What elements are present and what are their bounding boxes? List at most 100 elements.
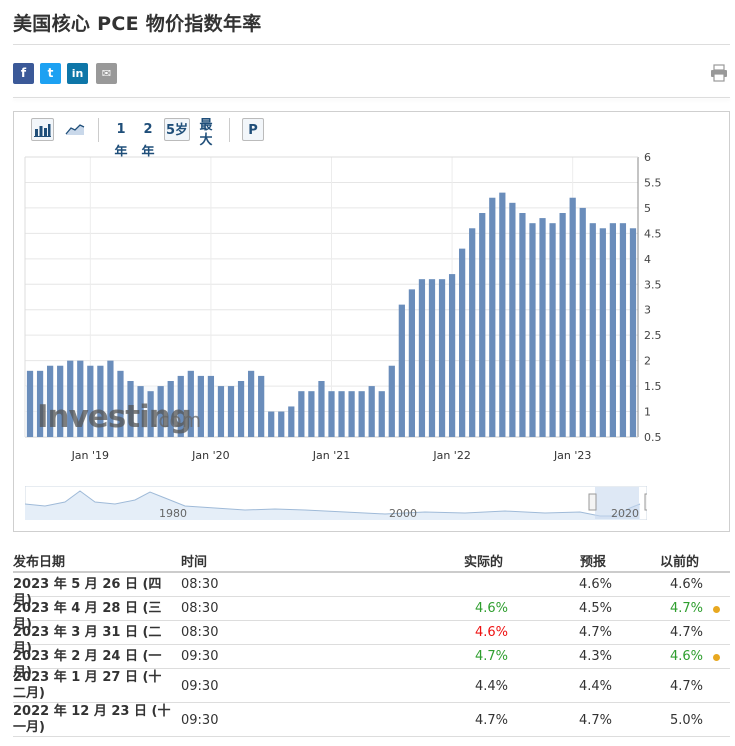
chart-bar[interactable] xyxy=(318,381,325,437)
chart-bar[interactable] xyxy=(77,360,84,437)
chart-bar[interactable] xyxy=(388,365,395,437)
chart-bar[interactable] xyxy=(107,360,114,437)
chart-bar[interactable] xyxy=(67,360,74,437)
navigator-handle[interactable] xyxy=(644,493,647,511)
chart-bar[interactable] xyxy=(428,279,436,437)
forecast-value: 4.6% xyxy=(579,577,613,592)
y-tick-label: 1 xyxy=(644,406,651,419)
chart-bar[interactable] xyxy=(559,213,566,437)
range-1y-button[interactable]: 1年 xyxy=(114,122,128,160)
header-previous: 以前的 xyxy=(660,555,700,570)
chart-bar[interactable] xyxy=(589,223,596,437)
chart-bar[interactable] xyxy=(438,279,446,437)
release-time: 08:30 xyxy=(181,625,219,640)
chart-bar[interactable] xyxy=(338,391,345,437)
chart-bar[interactable] xyxy=(509,202,516,437)
chart-bar[interactable] xyxy=(288,406,295,437)
navigator-line xyxy=(25,490,641,517)
chart-bar[interactable] xyxy=(519,213,526,437)
x-tick-label: Jan '19 xyxy=(71,449,109,462)
navigator-handle[interactable] xyxy=(588,493,597,511)
chart-bar[interactable] xyxy=(619,223,627,437)
range-2y-button[interactable]: 2年 xyxy=(141,122,155,160)
y-tick-label: 6 xyxy=(644,151,651,164)
chart-bar[interactable] xyxy=(47,365,54,437)
chart-bar[interactable] xyxy=(268,411,275,437)
chart-bar[interactable] xyxy=(489,197,496,437)
chart-bar[interactable] xyxy=(328,391,335,437)
range-max-button[interactable]: 最大 xyxy=(199,118,213,148)
chart-bar[interactable] xyxy=(197,375,204,437)
history-row: 2023 年 4 月 28 日 (三月) 08:30 4.6% 4.5% 4.7% xyxy=(13,597,730,632)
chart-bar[interactable] xyxy=(569,197,576,437)
release-time: 08:30 xyxy=(181,601,219,616)
release-time: 09:30 xyxy=(181,679,219,694)
linkedin-share-button[interactable]: in xyxy=(67,63,88,84)
navigator-overview[interactable]: 1980 2000 2020 xyxy=(25,486,647,520)
chart-bar[interactable] xyxy=(469,228,476,437)
chart-bar[interactable] xyxy=(278,411,285,437)
chart-bar[interactable] xyxy=(479,213,486,437)
chart-bar[interactable] xyxy=(127,381,134,437)
chart-bar[interactable] xyxy=(157,386,164,437)
chart-bar[interactable] xyxy=(418,279,426,437)
bar-chart-type-button[interactable] xyxy=(31,118,54,141)
chart-bar[interactable] xyxy=(147,391,154,437)
chart-bar[interactable] xyxy=(137,386,144,437)
revised-indicator-icon[interactable] xyxy=(713,654,720,661)
chart-bar[interactable] xyxy=(579,207,586,437)
chart-bar[interactable] xyxy=(539,218,546,437)
chart-bar[interactable] xyxy=(26,370,34,437)
navigator-window[interactable] xyxy=(595,487,639,519)
forecast-value: 4.5% xyxy=(579,601,613,616)
chart-bar[interactable] xyxy=(87,365,94,437)
bar-chart-icon xyxy=(34,124,51,137)
chart-bar[interactable] xyxy=(378,391,385,437)
chart-bar[interactable] xyxy=(408,289,416,437)
forecast-value: 4.4% xyxy=(579,679,613,694)
chart-bar[interactable] xyxy=(36,370,44,437)
email-share-button[interactable]: ✉ xyxy=(96,63,117,84)
chart-bar[interactable] xyxy=(549,223,556,437)
toolbar-separator xyxy=(98,118,99,142)
line-chart-type-button[interactable] xyxy=(63,118,87,141)
chart-bar[interactable] xyxy=(57,365,64,437)
header-time: 时间 xyxy=(181,555,208,570)
investing-watermark-suffix: .com xyxy=(152,408,201,432)
previous-value: 4.6% xyxy=(670,577,704,592)
header-forecast: 预报 xyxy=(580,555,607,570)
history-table: 发布日期 时间 实际的 预报 以前的 2023 年 5 月 26 日 (四月) 0… xyxy=(13,549,730,737)
chart-bar[interactable] xyxy=(237,381,245,437)
chart-bar[interactable] xyxy=(529,223,536,437)
chart-bar[interactable] xyxy=(167,381,174,437)
chart-bar[interactable] xyxy=(459,248,466,437)
chart-bar[interactable] xyxy=(97,365,104,437)
chart-bar[interactable] xyxy=(247,370,255,437)
chart-bar[interactable] xyxy=(629,228,637,437)
actual-value: 4.6% xyxy=(475,625,509,640)
chart-bar[interactable] xyxy=(499,192,506,437)
twitter-share-button[interactable]: t xyxy=(40,63,61,84)
chart-bar[interactable] xyxy=(177,375,184,437)
chart-bar[interactable] xyxy=(358,391,365,437)
chart-bar[interactable] xyxy=(398,304,405,437)
chart-bar[interactable] xyxy=(258,375,265,437)
chart-bar[interactable] xyxy=(308,391,315,437)
chart-bar[interactable] xyxy=(217,386,225,437)
range-5y-button[interactable]: 5岁 xyxy=(164,118,190,141)
revised-indicator-icon[interactable] xyxy=(713,606,720,613)
chart-bar[interactable] xyxy=(187,370,194,437)
chart-bar[interactable] xyxy=(448,274,456,437)
chart-bar[interactable] xyxy=(207,375,215,437)
chart-bar[interactable] xyxy=(117,370,124,437)
chart-bar[interactable] xyxy=(599,228,606,437)
y-tick-label: 4 xyxy=(644,253,651,266)
p-button[interactable]: P xyxy=(242,118,264,141)
chart-bar[interactable] xyxy=(298,391,305,437)
chart-bar[interactable] xyxy=(609,223,616,437)
chart-bar[interactable] xyxy=(227,386,235,437)
facebook-share-button[interactable]: f xyxy=(13,63,34,84)
print-icon[interactable] xyxy=(710,64,728,82)
chart-bar[interactable] xyxy=(348,391,355,437)
chart-bar[interactable] xyxy=(368,386,375,437)
